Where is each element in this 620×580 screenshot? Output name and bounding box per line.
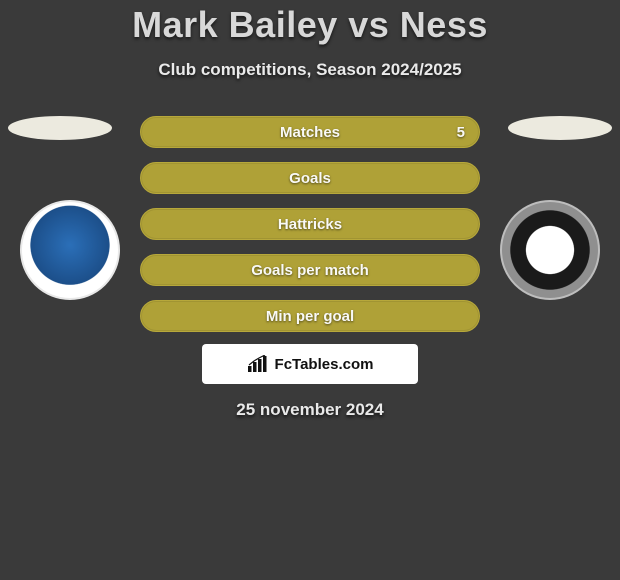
stat-value-right: 5	[457, 124, 465, 141]
stat-row-matches: Matches 5	[140, 116, 480, 148]
footer-date: 25 november 2024	[236, 400, 383, 420]
header: Mark Bailey vs Ness Club competitions, S…	[0, 0, 620, 80]
left-value-oval	[8, 116, 112, 140]
page-title: Mark Bailey vs Ness	[0, 4, 620, 46]
brand-text: FcTables.com	[275, 356, 374, 373]
stat-row-hattricks: Hattricks	[140, 208, 480, 240]
stat-label: Goals	[289, 170, 331, 187]
stat-label: Hattricks	[278, 216, 342, 233]
stat-row-goals-per-match: Goals per match	[140, 254, 480, 286]
bar-chart-icon	[247, 355, 269, 373]
comparison-panel: Matches 5 Goals Hattricks Goals per matc…	[0, 116, 620, 436]
page-subtitle: Club competitions, Season 2024/2025	[0, 60, 620, 80]
stat-rows: Matches 5 Goals Hattricks Goals per matc…	[140, 116, 480, 346]
stat-row-min-per-goal: Min per goal	[140, 300, 480, 332]
stat-label: Min per goal	[266, 308, 354, 325]
stat-row-goals: Goals	[140, 162, 480, 194]
stat-label: Matches	[280, 124, 340, 141]
stat-label: Goals per match	[251, 262, 369, 279]
right-value-oval	[508, 116, 612, 140]
brand-badge[interactable]: FcTables.com	[202, 344, 418, 384]
club-crest-right	[500, 200, 600, 300]
club-crest-left	[20, 200, 120, 300]
